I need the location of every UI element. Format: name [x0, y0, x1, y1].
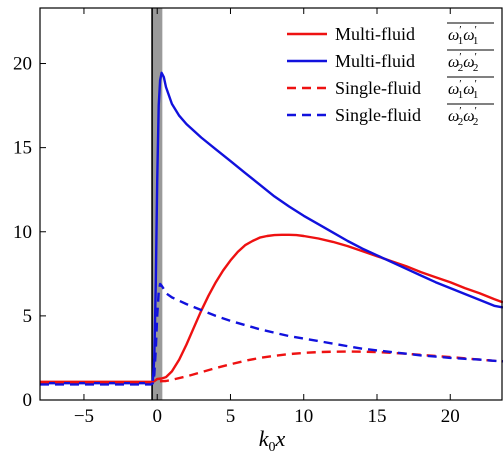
- legend-math: ω′ 1ω′ 1: [448, 24, 478, 47]
- x-tick-label: −5: [74, 406, 94, 427]
- legend-label: Multi-fluid: [335, 51, 415, 71]
- y-tick-label: 5: [23, 306, 33, 327]
- y-tick-labels: 0 5 10 15 20: [13, 54, 32, 411]
- y-tick-label: 0: [23, 390, 33, 411]
- plot-frame: [39, 7, 503, 401]
- x-tick-label: 0: [152, 406, 162, 427]
- x-axis-label: k0x: [259, 426, 286, 454]
- x-tick-label: 5: [226, 406, 236, 427]
- legend-math: ω′ 2ω′ 2: [448, 51, 478, 74]
- axis-ticks: [40, 8, 451, 401]
- y-tick-label: 15: [13, 138, 32, 159]
- legend-math: ω′ 1ω′ 1: [448, 78, 478, 101]
- y-tick-label: 20: [13, 54, 32, 75]
- y-tick-label: 10: [13, 222, 32, 243]
- x-tick-label: 10: [294, 406, 313, 427]
- legend-label: Multi-fluid: [335, 24, 415, 44]
- legend-entry-1: Multi-fluid ω′ 1ω′ 1: [287, 22, 494, 47]
- series-line-2: [40, 71, 503, 385]
- x-tick-labels: −5 0 5 10 15 20: [74, 406, 460, 427]
- series-line-1: [40, 233, 503, 383]
- legend-math: ω′ 2ω′ 2: [448, 105, 478, 128]
- series-lines: [40, 71, 503, 386]
- legend-entry-3: Single-fluid ω′ 1ω′ 1: [287, 76, 494, 101]
- legend-entry-4: Single-fluid ω′ 2ω′ 2: [287, 103, 494, 128]
- x-tick-label: 15: [367, 406, 386, 427]
- legend-label: Single-fluid: [335, 105, 421, 125]
- series-line-4: [40, 282, 503, 386]
- legend-label: Single-fluid: [335, 78, 421, 98]
- legend-entry-2: Multi-fluid ω′ 2ω′ 2: [287, 49, 494, 74]
- x-tick-label: 20: [441, 406, 460, 427]
